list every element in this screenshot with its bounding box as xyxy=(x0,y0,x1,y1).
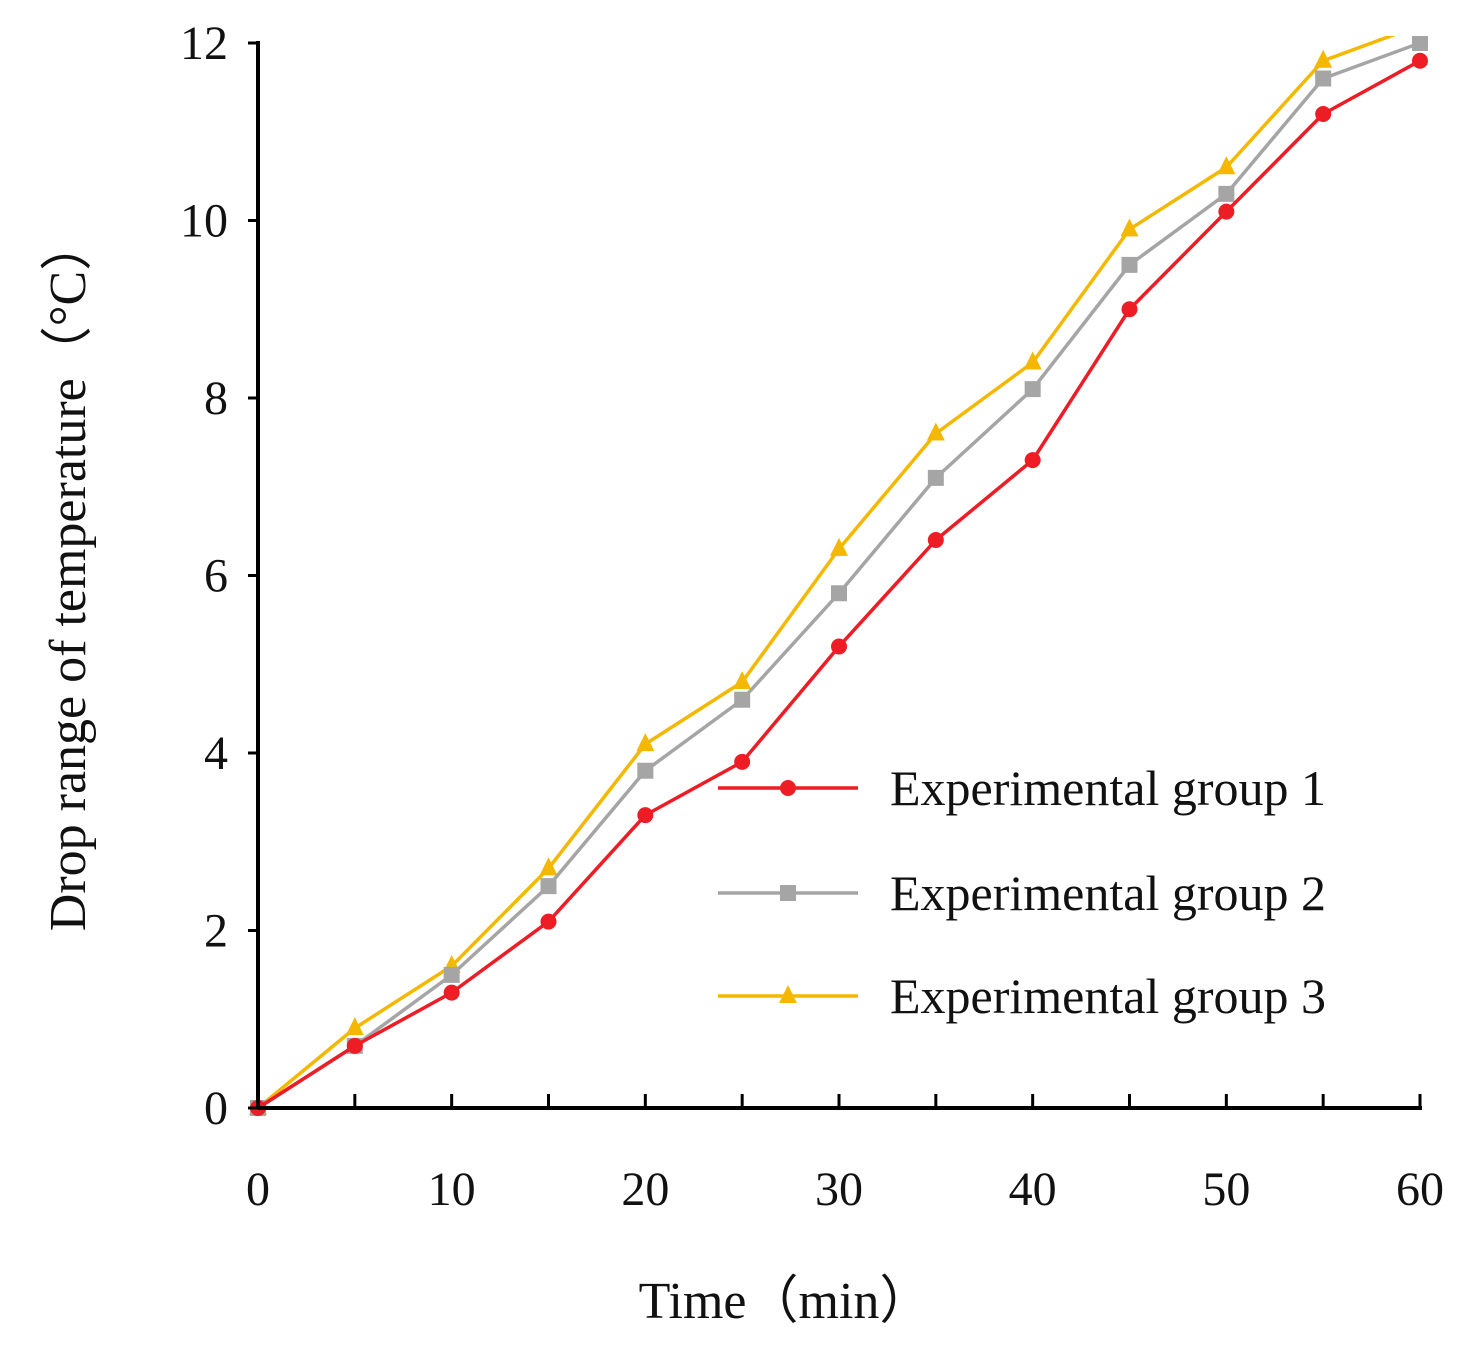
x-axis-title: Time（min） xyxy=(639,1273,932,1330)
data-point-3 xyxy=(830,537,848,556)
data-point-3 xyxy=(1120,218,1139,237)
legend-marker-3 xyxy=(779,985,797,1003)
data-point-2 xyxy=(1121,256,1138,273)
data-point-3 xyxy=(539,857,558,876)
data-point-2 xyxy=(1315,70,1332,87)
series-line-3 xyxy=(256,36,1396,1110)
series-2 xyxy=(250,36,1428,1116)
x-tick-label: 10 xyxy=(428,1163,476,1216)
y-tick-label: 12 xyxy=(180,17,228,70)
y-tick-label: 0 xyxy=(204,1082,228,1135)
data-point-1 xyxy=(1315,106,1332,122)
data-point-2 xyxy=(1412,36,1428,51)
x-tick-label: 30 xyxy=(815,1163,863,1216)
data-point-1 xyxy=(443,984,460,1001)
legend: Experimental group 1 Experimental group 2… xyxy=(718,760,1326,1024)
data-point-2 xyxy=(1218,185,1235,202)
y-tick-label: 4 xyxy=(204,727,228,780)
data-point-2 xyxy=(831,585,847,602)
data-point-3 xyxy=(1217,156,1236,175)
data-point-1 xyxy=(637,807,654,824)
legend-label-1: Experimental group 1 xyxy=(890,760,1326,816)
data-point-2 xyxy=(734,691,751,708)
series-3 xyxy=(249,14,1429,1115)
data-point-2 xyxy=(637,762,654,779)
data-point-1 xyxy=(1121,301,1138,318)
x-tick-label: 50 xyxy=(1202,1163,1250,1216)
data-point-2 xyxy=(927,469,944,486)
data-point-3 xyxy=(1023,351,1042,370)
series-line-1 xyxy=(257,59,1421,1110)
y-tick-label: 2 xyxy=(204,905,228,958)
legend-marker-2 xyxy=(780,885,796,901)
data-point-3 xyxy=(345,1017,364,1036)
axes-layer: 0 2 4 6 8 10 12 0 10 20 30 40 50 60 xyxy=(180,17,1444,1216)
data-point-3 xyxy=(926,422,945,441)
data-point-3 xyxy=(1411,14,1429,32)
data-point-1 xyxy=(346,1037,363,1054)
data-point-1 xyxy=(1412,52,1428,69)
x-tick-label: 0 xyxy=(246,1163,270,1216)
y-axis-title: Drop range of temperature（°C） xyxy=(40,219,97,931)
legend-marker-1 xyxy=(780,780,796,796)
data-point-2 xyxy=(1024,381,1041,398)
x-tick-label: 60 xyxy=(1396,1163,1444,1216)
data-point-3 xyxy=(636,733,655,752)
data-point-1 xyxy=(831,638,847,655)
data-point-1 xyxy=(734,753,751,770)
data-point-1 xyxy=(1218,203,1235,220)
y-tick-label: 10 xyxy=(180,195,228,248)
data-point-1 xyxy=(540,913,557,930)
series-layer xyxy=(249,14,1429,1116)
legend-label-2: Experimental group 2 xyxy=(890,865,1326,921)
x-tick-label: 20 xyxy=(621,1163,669,1216)
data-point-1 xyxy=(927,532,944,548)
data-point-3 xyxy=(733,671,752,689)
series-line-2 xyxy=(257,41,1421,1110)
y-tick-label: 6 xyxy=(204,550,228,603)
data-point-3 xyxy=(1314,49,1333,68)
x-tick-label: 40 xyxy=(1009,1163,1057,1216)
y-tick-label: 8 xyxy=(204,372,228,425)
data-point-2 xyxy=(443,966,460,983)
legend-label-3: Experimental group 3 xyxy=(890,968,1326,1024)
data-point-2 xyxy=(540,878,557,895)
series-1 xyxy=(250,52,1428,1116)
data-point-1 xyxy=(1024,452,1041,469)
